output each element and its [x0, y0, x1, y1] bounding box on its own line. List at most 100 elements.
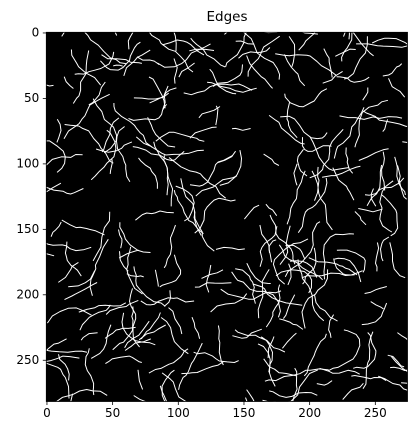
edge [362, 87, 369, 101]
edge [50, 221, 62, 237]
edge [209, 68, 237, 95]
edge [401, 382, 408, 384]
edge [292, 367, 298, 402]
edge [191, 317, 201, 339]
edge [119, 251, 129, 272]
edge [217, 325, 224, 366]
edge [64, 282, 98, 301]
edge [353, 332, 377, 369]
edge [244, 204, 260, 220]
edge [268, 114, 305, 145]
edge [246, 55, 273, 89]
edge [121, 312, 156, 346]
edge [127, 32, 134, 50]
edge [78, 302, 127, 313]
edge [173, 189, 204, 234]
edge [116, 126, 131, 182]
edge [220, 288, 282, 300]
edge [293, 163, 298, 186]
edge [148, 32, 194, 73]
edge [285, 244, 306, 260]
edge [46, 154, 83, 166]
edge [219, 150, 242, 186]
edge [225, 32, 247, 68]
edge [335, 48, 356, 57]
edge [380, 236, 390, 262]
edge [194, 282, 232, 288]
edge [101, 117, 120, 153]
edge [64, 241, 82, 277]
edge [95, 141, 133, 153]
edge [288, 36, 296, 67]
edge [193, 210, 215, 252]
edge [149, 87, 177, 104]
edge [162, 85, 169, 110]
edge [379, 180, 394, 233]
edge [162, 39, 205, 56]
edge [140, 297, 195, 306]
edge [323, 48, 333, 78]
edge [272, 238, 309, 285]
edge [316, 380, 333, 386]
edge [135, 136, 204, 156]
edge [133, 266, 142, 291]
edge [282, 332, 297, 349]
edge [336, 249, 366, 273]
edge [343, 36, 368, 80]
edge [119, 222, 151, 253]
edge [296, 149, 308, 177]
y-tick-label: 0 [32, 25, 40, 39]
edge [155, 131, 205, 142]
edge [348, 32, 350, 40]
edge [105, 355, 142, 365]
edge [181, 361, 224, 375]
edge [269, 390, 318, 398]
edge [190, 37, 226, 68]
edge [397, 165, 407, 200]
edge [173, 58, 178, 84]
edge [189, 155, 233, 187]
edge [354, 211, 367, 226]
edge [243, 32, 281, 80]
edge [79, 304, 111, 331]
edge [302, 272, 355, 279]
edge [311, 170, 333, 231]
edge [284, 88, 328, 108]
x-tick-label: 250 [364, 406, 387, 420]
edge [247, 35, 280, 77]
edge [362, 110, 408, 127]
edge [135, 210, 174, 221]
edge [124, 338, 151, 351]
edge [231, 127, 251, 131]
edge [163, 290, 171, 307]
edge [388, 78, 406, 98]
edge [298, 32, 316, 51]
edge [101, 54, 143, 64]
edge [68, 270, 96, 288]
edge [161, 369, 175, 402]
edge [327, 329, 361, 372]
edge [70, 49, 102, 86]
edge [58, 261, 79, 283]
edge [205, 264, 212, 293]
edge [268, 239, 277, 263]
edge [100, 41, 141, 71]
edge [309, 128, 344, 179]
edge [364, 177, 405, 196]
edge [84, 32, 126, 65]
edge [371, 37, 408, 45]
edge [215, 246, 245, 251]
edge [246, 262, 271, 284]
edge [354, 99, 389, 148]
edge [168, 307, 183, 335]
edge [278, 244, 323, 281]
edge [163, 155, 169, 196]
edge [314, 166, 320, 201]
y-tick-label: 250 [16, 353, 39, 367]
edge [328, 314, 335, 338]
edge [157, 43, 211, 68]
edge [92, 211, 111, 262]
edge [105, 299, 139, 315]
edge [356, 43, 408, 48]
